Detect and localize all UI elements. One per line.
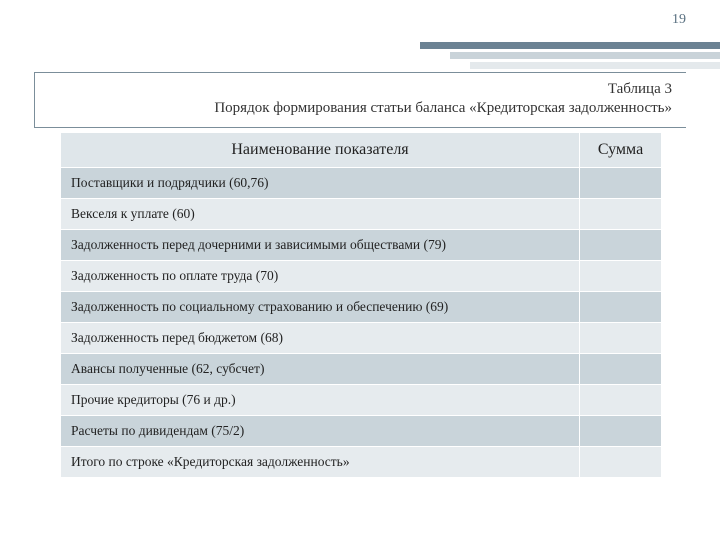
table-container: Наименование показателя Сумма Поставщики… xyxy=(60,132,662,478)
table-row: Итого по строке «Кредиторская задолженно… xyxy=(61,447,662,478)
col-header-name: Наименование показателя xyxy=(61,133,580,168)
table-row: Прочие кредиторы (76 и др.) xyxy=(61,385,662,416)
cell-sum xyxy=(580,385,662,416)
col-header-sum: Сумма xyxy=(580,133,662,168)
cell-sum xyxy=(580,230,662,261)
cell-sum xyxy=(580,354,662,385)
decorative-bars xyxy=(420,42,720,72)
title-line-2: Порядок формирования статьи баланса «Кре… xyxy=(49,100,672,117)
cell-sum xyxy=(580,416,662,447)
table-row: Задолженность по социальному страхованию… xyxy=(61,292,662,323)
table-body: Поставщики и подрядчики (60,76) Векселя … xyxy=(61,168,662,478)
table-header-row: Наименование показателя Сумма xyxy=(61,133,662,168)
cell-name: Авансы полученные (62, субсчет) xyxy=(61,354,580,385)
cell-name: Прочие кредиторы (76 и др.) xyxy=(61,385,580,416)
title-block: Таблица 3 Порядок формирования статьи ба… xyxy=(34,72,686,128)
table-row: Векселя к уплате (60) xyxy=(61,199,662,230)
decor-bar-2 xyxy=(450,52,720,59)
cell-sum xyxy=(580,168,662,199)
cell-sum xyxy=(580,199,662,230)
cell-sum xyxy=(580,323,662,354)
cell-name: Расчеты по дивидендам (75/2) xyxy=(61,416,580,447)
cell-name: Задолженность по социальному страхованию… xyxy=(61,292,580,323)
title-line-1: Таблица 3 xyxy=(49,81,672,98)
table-row: Поставщики и подрядчики (60,76) xyxy=(61,168,662,199)
cell-name: Векселя к уплате (60) xyxy=(61,199,580,230)
cell-sum xyxy=(580,261,662,292)
decor-bar-1 xyxy=(420,42,720,49)
table-row: Расчеты по дивидендам (75/2) xyxy=(61,416,662,447)
cell-sum xyxy=(580,292,662,323)
cell-name: Задолженность перед дочерними и зависимы… xyxy=(61,230,580,261)
cell-name: Задолженность по оплате труда (70) xyxy=(61,261,580,292)
table-row: Задолженность перед бюджетом (68) xyxy=(61,323,662,354)
cell-name: Поставщики и подрядчики (60,76) xyxy=(61,168,580,199)
cell-name: Задолженность перед бюджетом (68) xyxy=(61,323,580,354)
table-row: Авансы полученные (62, субсчет) xyxy=(61,354,662,385)
accounts-payable-table: Наименование показателя Сумма Поставщики… xyxy=(60,132,662,478)
cell-sum xyxy=(580,447,662,478)
table-row: Задолженность по оплате труда (70) xyxy=(61,261,662,292)
cell-name: Итого по строке «Кредиторская задолженно… xyxy=(61,447,580,478)
decor-bar-3 xyxy=(470,62,720,69)
table-row: Задолженность перед дочерними и зависимы… xyxy=(61,230,662,261)
page-number: 19 xyxy=(672,12,686,28)
